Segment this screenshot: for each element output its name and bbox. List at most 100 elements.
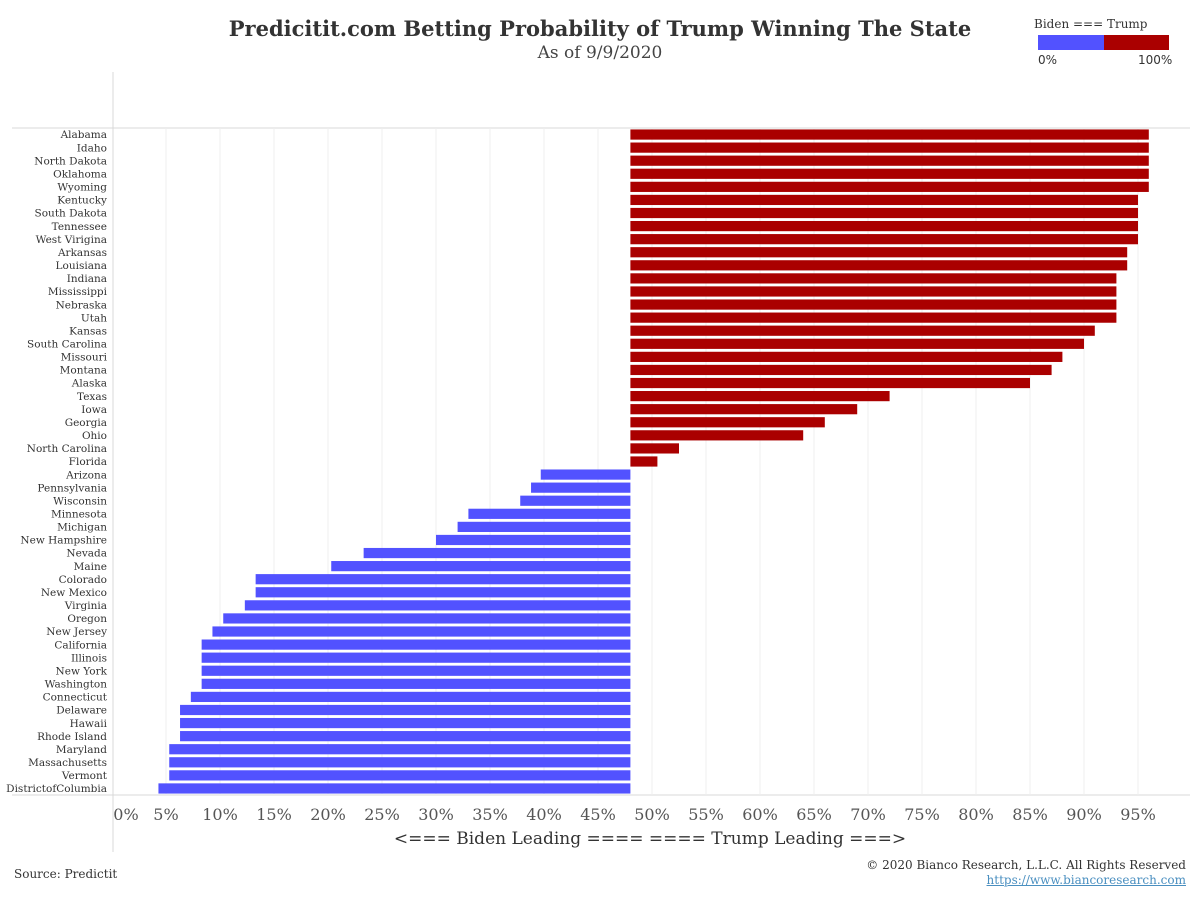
category-label: Massachusetts xyxy=(28,757,107,769)
x-tick-label: 50% xyxy=(634,805,670,824)
category-label: Ohio xyxy=(82,430,107,442)
bar-iowa xyxy=(630,404,858,415)
x-tick-label: 10% xyxy=(202,805,238,824)
x-tick-label: 60% xyxy=(742,805,778,824)
bar-utah xyxy=(630,312,1117,323)
bar-mississippi xyxy=(630,286,1117,297)
category-label: Arizona xyxy=(65,469,107,481)
bar-oregon xyxy=(223,613,631,624)
category-label: Indiana xyxy=(67,273,107,285)
category-label: Nevada xyxy=(66,548,107,560)
category-label: Iowa xyxy=(81,404,107,416)
category-label: Texas xyxy=(77,391,107,403)
bar-florida xyxy=(630,456,658,467)
bar-minnesota xyxy=(468,508,631,519)
category-label: Virginia xyxy=(64,600,107,612)
category-label: Michigan xyxy=(57,522,107,534)
category-label: Louisiana xyxy=(56,260,107,272)
bar-nevada xyxy=(363,547,631,559)
x-tick-label: 40% xyxy=(526,805,562,824)
bar-west-virigina xyxy=(630,234,1138,245)
category-label: New Jersey xyxy=(46,626,107,638)
x-tick-label: 20% xyxy=(310,805,346,824)
bar-missouri xyxy=(630,351,1063,362)
category-label: Wisconsin xyxy=(53,495,107,507)
category-label: North Carolina xyxy=(27,443,107,455)
bar-kansas xyxy=(630,325,1095,336)
category-label: Mississippi xyxy=(48,286,108,298)
bar-arkansas xyxy=(630,247,1128,258)
category-label: South Dakota xyxy=(35,208,107,220)
bar-vermont xyxy=(169,770,631,781)
bar-ohio xyxy=(630,430,804,441)
category-label: Oregon xyxy=(67,613,107,625)
category-label: Pennsylvania xyxy=(37,482,107,494)
bar-louisiana xyxy=(630,260,1128,271)
bar-delaware xyxy=(180,704,631,716)
category-label: Colorado xyxy=(59,574,107,586)
chart-subtitle: As of 9/9/2020 xyxy=(537,43,663,63)
category-label: Kansas xyxy=(69,325,107,337)
bars xyxy=(158,129,1149,794)
category-label: Hawaii xyxy=(70,718,108,730)
bar-massachusetts xyxy=(169,757,631,768)
bar-montana xyxy=(630,364,1052,376)
legend-min-label: 0% xyxy=(1038,53,1058,67)
x-axis-title: <=== Biden Leading ==== ==== Trump Leadi… xyxy=(394,829,906,849)
website-link[interactable]: https://www.biancoresearch.com xyxy=(986,873,1186,887)
bar-districtofcolumbia xyxy=(158,783,631,794)
bar-arizona xyxy=(540,469,631,480)
bar-north-carolina xyxy=(630,443,679,454)
x-tick-label: 95% xyxy=(1120,805,1156,824)
category-label: Nebraska xyxy=(56,299,107,311)
category-label: Illinois xyxy=(71,652,107,664)
category-label: Wyoming xyxy=(57,182,107,194)
bar-maryland xyxy=(169,744,631,755)
legend-biden-swatch xyxy=(1038,35,1104,50)
copyright-note: © 2020 Bianco Research, L.L.C. All Right… xyxy=(866,858,1186,872)
bar-rhode-island xyxy=(180,731,631,742)
bar-alabama xyxy=(630,129,1149,140)
category-label: Maine xyxy=(74,561,107,573)
x-tick-label: 80% xyxy=(958,805,994,824)
category-label: Idaho xyxy=(77,142,107,154)
category-label: Kentucky xyxy=(57,195,107,207)
bar-maine xyxy=(331,561,631,572)
legend-trump-swatch xyxy=(1104,35,1169,50)
bar-wyoming xyxy=(630,181,1149,192)
bar-nebraska xyxy=(630,299,1117,310)
bar-texas xyxy=(630,391,890,402)
x-tick-label: 85% xyxy=(1012,805,1048,824)
category-label: New York xyxy=(56,665,108,677)
bar-colorado xyxy=(255,574,631,585)
category-label: Washington xyxy=(45,679,108,691)
category-label: New Mexico xyxy=(41,587,107,599)
category-label: Minnesota xyxy=(51,509,107,521)
x-tick-label: 65% xyxy=(796,805,832,824)
bar-south-dakota xyxy=(630,207,1138,219)
x-tick-label: 70% xyxy=(850,805,886,824)
category-label: Rhode Island xyxy=(37,731,107,743)
bar-kentucky xyxy=(630,194,1138,206)
bar-connecticut xyxy=(190,691,631,703)
bar-hawaii xyxy=(180,717,631,729)
category-label: Florida xyxy=(69,456,107,468)
category-label: Tennessee xyxy=(52,221,107,233)
bar-indiana xyxy=(630,273,1117,284)
category-label: Maryland xyxy=(56,744,107,756)
bar-new-jersey xyxy=(212,626,631,637)
bar-pennsylvania xyxy=(531,482,631,493)
category-label: New Hampshire xyxy=(20,535,107,547)
bar-idaho xyxy=(630,142,1149,153)
category-label: Delaware xyxy=(56,705,107,717)
x-tick-label: 55% xyxy=(688,805,724,824)
bar-wisconsin xyxy=(520,495,631,506)
x-tick-label: 35% xyxy=(472,805,508,824)
x-tick-label: 5% xyxy=(153,805,178,824)
category-label: Connecticut xyxy=(43,692,108,704)
bar-alaska xyxy=(630,377,1030,389)
category-label: Alabama xyxy=(60,129,107,141)
chart-title: Predicitit.com Betting Probability of Tr… xyxy=(228,16,972,41)
